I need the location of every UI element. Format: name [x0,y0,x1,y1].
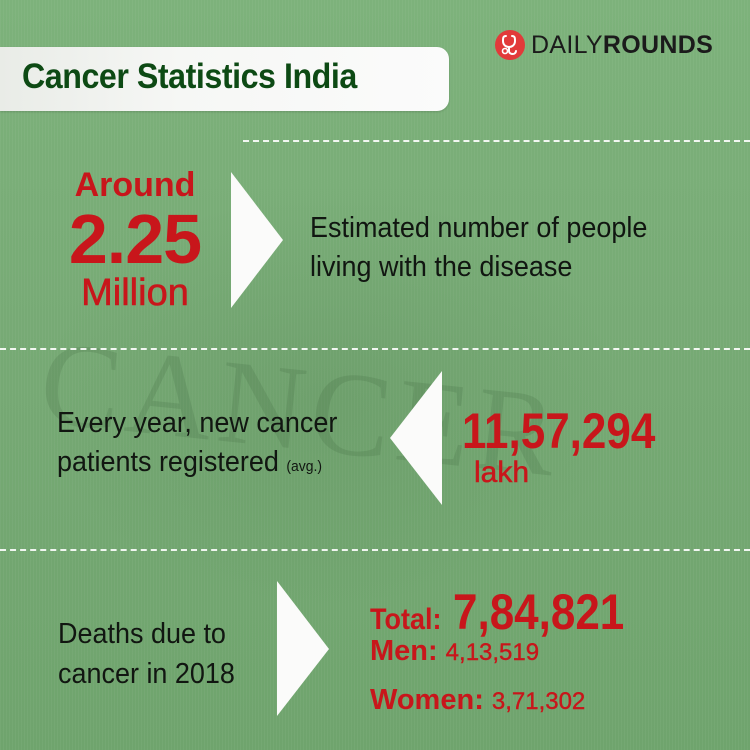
page-title: Cancer Statistics India [22,57,357,96]
deaths-women-row: Women: 3,71,302 [370,684,585,717]
new-patients-description: Every year, new cancer patients register… [57,404,337,486]
description-line: Deaths due to [58,618,226,650]
deaths-stats: Total: 7,84,821 Men: 4,13,519 Women: 3,71,… [370,583,648,716]
dailyrounds-logo: DAILYROUNDS [495,28,713,62]
divider-1 [243,140,750,142]
description-line: living with the disease [310,251,573,283]
description-line: cancer in 2018 [58,658,235,690]
stat-value: 2.25 [68,200,202,278]
description-line: Estimated number of people [310,212,648,244]
total-label: Total: [370,603,442,636]
people-living-description: Estimated number of people living with t… [310,209,647,287]
logo-text-rounds: ROUNDS [602,30,714,59]
stat-prefix: Around [74,166,196,204]
deaths-total-row: Total: 7,84,821 [370,583,648,641]
arrow-right-icon [277,581,329,716]
logo-wordmark: DAILYROUNDS [531,31,713,60]
description-text: patients registered [57,446,279,478]
new-patients-unit: lakh [474,456,530,489]
men-value: 4,13,519 [445,639,540,666]
women-value: 3,71,302 [491,688,586,715]
deaths-description: Deaths due to cancer in 2018 [58,614,235,694]
stethoscope-icon [495,30,525,60]
new-patients-value: 11,57,294 [462,403,656,459]
divider-2 [0,348,750,350]
title-banner: Cancer Statistics India [0,47,449,111]
description-line: Every year, new cancer [57,407,338,439]
divider-3 [0,549,750,551]
women-label: Women: [370,684,484,716]
deaths-men-row: Men: 4,13,519 [370,635,539,668]
description-line-2: patients registered (avg.) [57,443,337,486]
people-living-stat: Around 2.25 Million [40,168,230,312]
total-value: 7,84,821 [453,584,625,640]
avg-note: (avg.) [286,458,323,475]
arrow-right-icon [231,172,283,308]
men-label: Men: [370,635,438,667]
stat-suffix: Million [81,272,189,314]
arrow-left-icon [390,371,442,505]
logo-text-daily: DAILY [531,30,603,59]
